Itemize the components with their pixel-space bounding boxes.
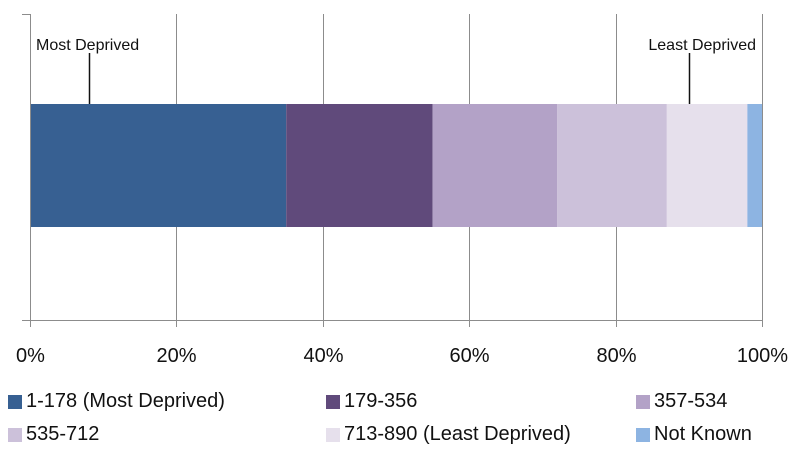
bar-layer [30,104,762,227]
bar-segment-357-534 [432,104,558,227]
bar-segment-not-known [747,104,762,227]
axis-layer: 0% 20% 40% 60% 80% 100% [16,14,788,367]
annotation-label: Most Deprived [36,37,139,54]
bar-segment-713-890-least-deprived [666,104,748,227]
x-tick-label: 20% [156,345,196,367]
x-tick-label: 100% [737,345,788,367]
annotation-label: Least Deprived [648,37,756,54]
x-tick-label: 40% [303,345,343,367]
bar-segment-1-178-most-deprived [30,104,287,227]
x-tick-label: 60% [449,345,489,367]
x-tick-label: 0% [16,345,45,367]
x-tick-label: 80% [596,345,636,367]
bar-segment-535-712 [557,104,667,227]
bar-segment-179-356 [286,104,433,227]
annotation-layer: Most Deprived Least Deprived [36,37,756,104]
